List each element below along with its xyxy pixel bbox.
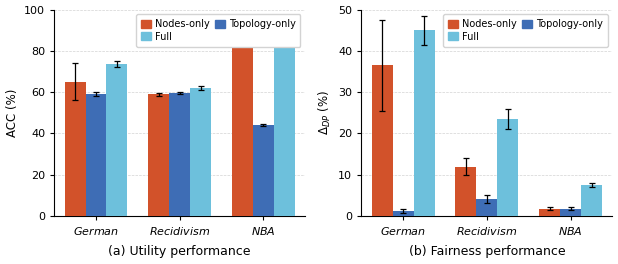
X-axis label: (a) Utility performance: (a) Utility performance: [109, 246, 251, 258]
Bar: [455, 167, 476, 216]
Legend: Nodes-only, Full, Topology-only: Nodes-only, Full, Topology-only: [136, 15, 300, 46]
Bar: [274, 41, 295, 216]
Bar: [190, 88, 211, 216]
Bar: [539, 209, 560, 216]
Bar: [232, 31, 253, 216]
Y-axis label: ACC (%): ACC (%): [6, 89, 19, 137]
Bar: [106, 64, 127, 216]
Bar: [413, 30, 434, 216]
Bar: [392, 211, 413, 216]
Bar: [85, 94, 106, 216]
Bar: [497, 119, 519, 216]
Bar: [371, 65, 392, 216]
Bar: [169, 93, 190, 216]
Bar: [65, 82, 85, 216]
Bar: [581, 185, 602, 216]
Bar: [253, 125, 274, 216]
Legend: Nodes-only, Full, Topology-only: Nodes-only, Full, Topology-only: [443, 15, 607, 46]
Y-axis label: $\Delta_{DP}$ (%): $\Delta_{DP}$ (%): [316, 90, 332, 135]
X-axis label: (b) Fairness performance: (b) Fairness performance: [408, 246, 565, 258]
Bar: [148, 94, 169, 216]
Bar: [476, 199, 497, 216]
Bar: [560, 209, 581, 216]
